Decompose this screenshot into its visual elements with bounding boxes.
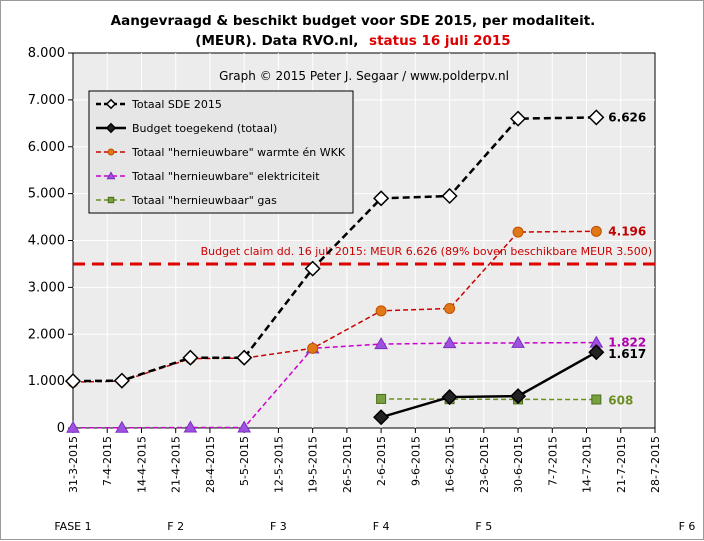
x-tick-label: 28-7-2015 <box>649 436 662 493</box>
legend-box <box>88 90 354 214</box>
legend: Totaal SDE 2015 Budget toegekend (totaal)… <box>88 90 354 214</box>
x-tick-label: 14-7-2015 <box>581 436 594 493</box>
chart-title-line2-black: (MEUR). Data RVO.nl, <box>195 33 358 49</box>
data-point <box>442 336 457 349</box>
legend-entry-label: Totaal "hernieuwbare" warmte én WKK <box>131 146 346 159</box>
phase-label: F 3 <box>270 520 287 533</box>
phase-label: F 5 <box>475 520 492 533</box>
y-tick-label: 2.000 <box>28 327 65 342</box>
data-point <box>511 335 525 348</box>
data-point <box>588 109 605 126</box>
end-labels: 6.626 1.617 4.196 1.822 608 <box>608 110 646 407</box>
x-tick-label: 12-5-2015 <box>272 436 285 493</box>
x-tick-label: 2-6-2015 <box>375 436 388 486</box>
y-tick-label: 8.000 <box>28 46 65 61</box>
data-point <box>444 302 456 314</box>
chart-title-line1: Aangevraagd & beschikt budget voor SDE 2… <box>111 13 596 29</box>
y-tick-label: 5.000 <box>28 187 65 202</box>
legend-entry-label: Budget toegekend (totaal) <box>132 122 277 135</box>
x-tick-label: 23-6-2015 <box>478 436 491 493</box>
data-point <box>183 420 198 433</box>
data-point <box>304 260 321 277</box>
data-point <box>509 110 527 127</box>
phase-label: F 4 <box>373 520 390 533</box>
y-tick-label: 4.000 <box>28 234 65 249</box>
y-axis-ticks: 0 1.000 2.000 3.000 4.000 5.000 6.000 7.000 8.00… <box>28 46 73 436</box>
budget-claim-label: Budget claim dd. 16 juli 2015: MEUR 6.62… <box>201 245 652 258</box>
legend-swatch-marker <box>107 196 115 204</box>
data-point <box>182 349 199 366</box>
data-point <box>236 349 253 366</box>
data-point <box>373 409 390 426</box>
data-point <box>115 420 129 433</box>
x-tick-label: 31-3-2015 <box>67 436 80 493</box>
phase-label: F 6 <box>679 520 696 533</box>
y-tick-label: 6.000 <box>28 140 65 155</box>
data-point <box>591 394 602 405</box>
legend-swatch-marker <box>105 122 117 134</box>
x-axis-ticks: 31-3-2015 7-4-2015 14-4-2015 21-4-2015 28-4-… <box>67 428 662 493</box>
legend-entry-label: Totaal "hernieuwbare" elektriciteit <box>131 170 320 183</box>
data-point <box>509 388 527 405</box>
chart-title-line2-red: status 16 juli 2015 <box>369 33 511 49</box>
data-point <box>376 393 387 404</box>
x-tick-label: 19-5-2015 <box>307 436 320 493</box>
data-point <box>66 420 80 433</box>
end-value-label: 1.822 <box>608 336 646 350</box>
legend-entry-label: Totaal "hernieuwbaar" gas <box>131 194 277 207</box>
x-tick-label: 7-7-2015 <box>546 436 559 486</box>
x-tick-label: 26-5-2015 <box>341 436 354 493</box>
phase-label: F 2 <box>167 520 184 533</box>
y-tick-label: 3.000 <box>28 280 65 295</box>
graph-credit: Graph © 2015 Peter J. Segaar / www.polde… <box>219 69 509 83</box>
end-value-label: 4.196 <box>608 224 646 238</box>
x-tick-label: 30-6-2015 <box>512 436 525 493</box>
x-tick-label: 7-4-2015 <box>101 436 114 486</box>
data-point <box>113 372 130 389</box>
data-point <box>307 342 319 354</box>
end-value-label: 608 <box>608 394 633 408</box>
legend-entry-label: Totaal SDE 2015 <box>131 98 222 111</box>
data-point <box>375 305 387 317</box>
data-point <box>441 389 458 406</box>
legend-swatch-marker <box>106 171 116 180</box>
data-point <box>237 420 252 433</box>
data-point <box>441 187 458 205</box>
series-line <box>380 351 597 419</box>
phase-labels: FASE 1 F 2 F 3 F 4 F 5 F 6 <box>54 520 695 533</box>
series-group <box>64 109 605 433</box>
x-tick-label: 16-6-2015 <box>444 436 457 493</box>
data-point <box>588 344 605 361</box>
chart-title-line2: (MEUR). Data RVO.nl, status 16 juli 2015 <box>195 33 510 49</box>
legend-swatch-marker <box>105 98 117 110</box>
data-point <box>373 190 390 207</box>
y-tick-label: 0 <box>57 421 65 436</box>
legend-swatch-marker <box>107 148 115 156</box>
x-tick-label: 28-4-2015 <box>204 436 217 493</box>
data-point <box>374 337 388 350</box>
x-tick-label: 21-4-2015 <box>170 436 183 493</box>
y-tick-label: 1.000 <box>28 374 65 389</box>
y-tick-label: 7.000 <box>28 93 65 108</box>
phase-label: FASE 1 <box>54 520 91 533</box>
series-line <box>381 398 597 401</box>
end-value-label: 6.626 <box>608 110 646 124</box>
x-tick-label: 5-5-2015 <box>238 436 251 486</box>
data-point <box>590 225 602 237</box>
data-point <box>512 226 524 238</box>
x-tick-label: 9-6-2015 <box>409 436 422 486</box>
x-tick-label: 14-4-2015 <box>135 436 148 493</box>
x-tick-label: 21-7-2015 <box>615 436 628 493</box>
end-value-label: 1.617 <box>608 347 646 361</box>
data-point <box>64 373 82 390</box>
